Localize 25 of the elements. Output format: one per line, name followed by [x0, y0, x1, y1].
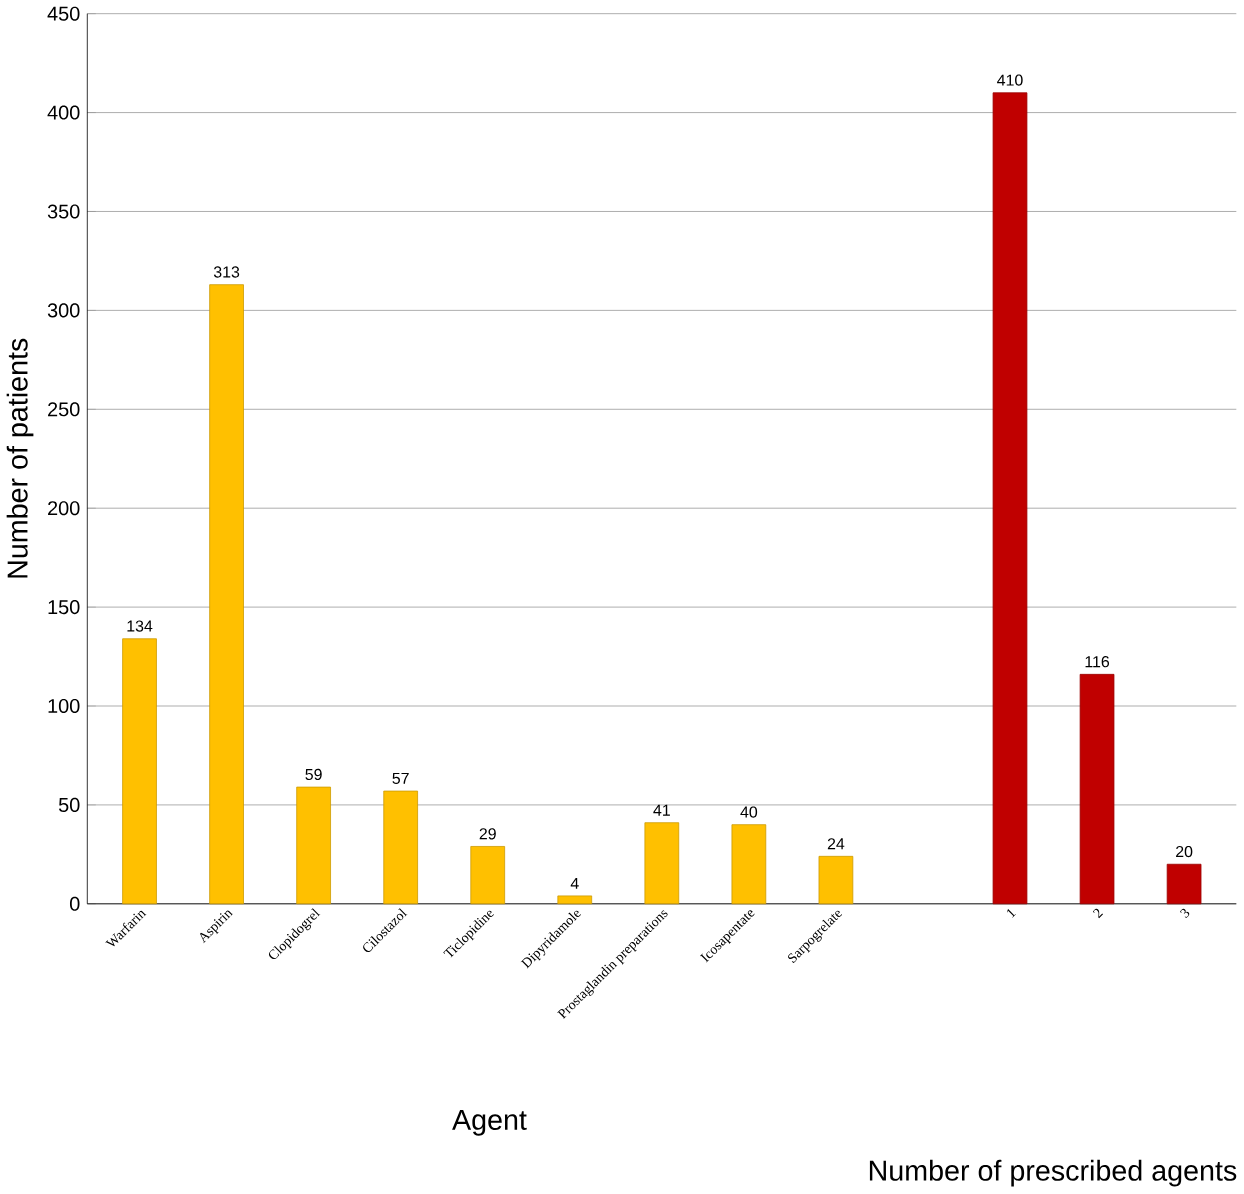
- y-tick-label: 250: [48, 402, 80, 417]
- bar: [209, 284, 244, 905]
- y-tick-label: 300: [47, 303, 80, 318]
- bar: [731, 824, 767, 905]
- bar: [470, 846, 506, 905]
- y-tick-label: 0: [69, 897, 80, 912]
- x-axis-title: Agent: [452, 1110, 527, 1137]
- bar: [992, 92, 1028, 905]
- bar: [383, 791, 419, 905]
- y-tick-label: 400: [47, 105, 80, 121]
- y-tick-label: 50: [58, 798, 80, 813]
- bar: [1166, 864, 1202, 905]
- bar: [1079, 674, 1115, 905]
- bar: [557, 895, 593, 905]
- y-tick-label: 350: [47, 204, 80, 219]
- bar: [818, 856, 854, 905]
- bar: [122, 638, 157, 905]
- bar: [644, 822, 680, 905]
- y-tick-label: 200: [48, 501, 80, 516]
- text: Number of prescribed agents: [869, 1160, 1237, 1187]
- y-axis-title: Number of patients: [6, 339, 34, 578]
- bar: [296, 787, 331, 905]
- y-tick-label: 150: [48, 600, 80, 615]
- y-tick-label: 450: [47, 7, 80, 22]
- y-tick-label: 100: [48, 699, 80, 714]
